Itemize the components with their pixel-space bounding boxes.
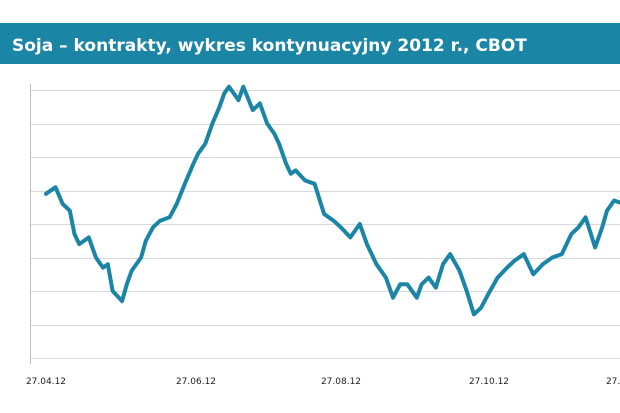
chart-title: Soja – kontrakty, wykres kontynuacyjny 2…: [12, 36, 527, 56]
plot-area: [44, 84, 620, 317]
grid: [30, 84, 620, 364]
x-axis-labels: 27.04.12 27.06.12 27.08.12 27.10.12 27.12.12: [26, 377, 620, 387]
x-tick-label: 27.04.12: [26, 377, 66, 387]
x-tick-label: 27.08.12: [321, 377, 361, 387]
x-tick-label: 27.10.12: [469, 377, 509, 387]
title-bar: [0, 23, 620, 64]
x-tick-label: 27.06.12: [176, 377, 216, 387]
x-tick-label: 27.12.12: [606, 377, 620, 387]
series-line: [44, 84, 620, 317]
